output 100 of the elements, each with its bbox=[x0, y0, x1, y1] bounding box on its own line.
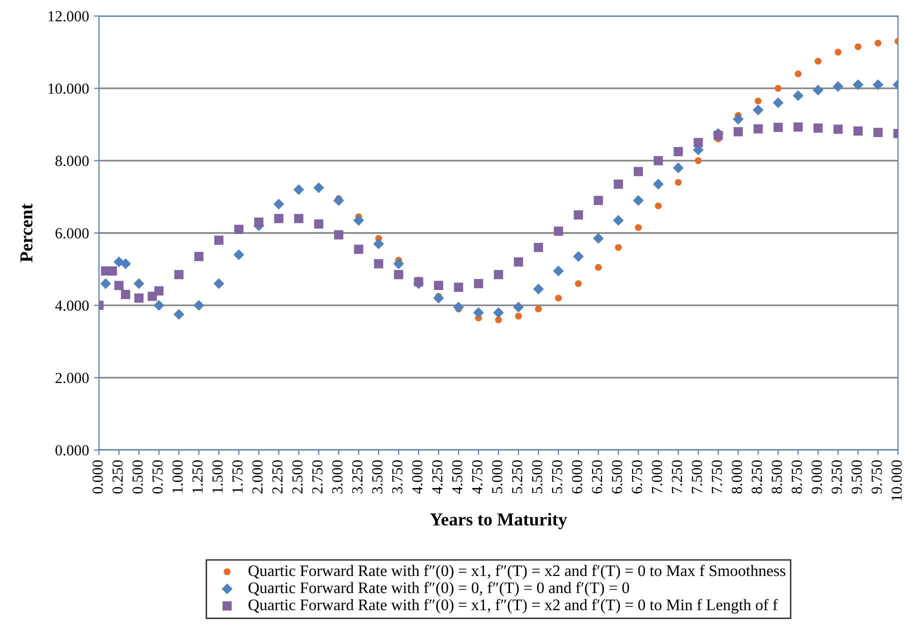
point bbox=[273, 198, 284, 210]
point bbox=[114, 280, 124, 290]
point bbox=[834, 48, 842, 56]
point bbox=[393, 258, 404, 270]
point bbox=[394, 270, 404, 280]
point bbox=[594, 264, 602, 271]
x-tick-label: 8.750 bbox=[792, 460, 802, 494]
point bbox=[833, 124, 843, 134]
point bbox=[414, 277, 424, 286]
x-tick-label: 5.750 bbox=[552, 460, 562, 494]
point bbox=[454, 282, 464, 292]
point bbox=[535, 306, 542, 312]
x-tick-label: 5.500 bbox=[532, 460, 542, 494]
x-tick-label: 5.250 bbox=[512, 460, 522, 494]
x-tick-label: 2.750 bbox=[312, 460, 323, 494]
point bbox=[614, 244, 622, 251]
point bbox=[234, 224, 244, 234]
point bbox=[853, 126, 863, 136]
point bbox=[373, 238, 384, 250]
point bbox=[794, 122, 803, 132]
point bbox=[754, 98, 762, 104]
point bbox=[874, 40, 882, 47]
point bbox=[672, 162, 684, 174]
point bbox=[632, 195, 644, 206]
point bbox=[213, 278, 224, 290]
point bbox=[495, 316, 502, 324]
x-tick-label: 6.250 bbox=[592, 460, 602, 494]
point bbox=[832, 81, 844, 92]
point bbox=[154, 286, 164, 296]
point bbox=[872, 79, 884, 90]
point bbox=[374, 259, 384, 268]
x-tick-label: 6.000 bbox=[572, 460, 582, 494]
x-tick-label: 7.750 bbox=[712, 460, 722, 494]
point bbox=[134, 278, 144, 290]
point bbox=[534, 242, 544, 252]
y-tick-label: 8.000 bbox=[55, 156, 89, 166]
x-tick-label: 1.500 bbox=[212, 460, 223, 493]
point bbox=[575, 280, 582, 288]
point bbox=[752, 104, 764, 116]
point bbox=[852, 79, 864, 90]
point bbox=[293, 184, 304, 195]
point bbox=[214, 236, 224, 245]
x-tick-label: 3.250 bbox=[352, 460, 363, 494]
point bbox=[772, 97, 784, 108]
x-tick-label: 9.750 bbox=[872, 460, 882, 494]
x-tick-label: 0.250 bbox=[112, 460, 123, 494]
point bbox=[794, 70, 802, 78]
x-tick-label: 8.000 bbox=[732, 460, 742, 494]
y-tick-label: 10.000 bbox=[48, 83, 89, 94]
x-tick-label: 1.000 bbox=[172, 460, 183, 493]
x-tick-label: 7.000 bbox=[652, 460, 662, 494]
legend-label: Quartic Forward Rate with f″(0) = 0, f″(T) = 0 and f′(T) = 0 bbox=[248, 582, 630, 596]
point bbox=[453, 302, 464, 313]
point bbox=[333, 195, 344, 206]
x-tick-label: 4.250 bbox=[432, 460, 442, 494]
x-tick-label: 2.000 bbox=[252, 460, 263, 494]
point bbox=[354, 244, 364, 254]
x-tick-label: 9.250 bbox=[832, 460, 842, 494]
point bbox=[573, 251, 584, 262]
x-tick-label: 2.500 bbox=[292, 460, 303, 494]
x-tick-label: 3.500 bbox=[372, 460, 383, 494]
point bbox=[233, 249, 244, 260]
y-tick-label: 2.000 bbox=[56, 372, 89, 384]
point bbox=[694, 157, 702, 164]
y-tick-label: 4.000 bbox=[55, 300, 89, 311]
x-axis-title: Years to Maturity bbox=[430, 512, 568, 530]
point bbox=[433, 292, 444, 304]
x-tick-label: 3.000 bbox=[332, 460, 343, 494]
x-tick-label: 6.750 bbox=[632, 460, 642, 494]
legend-label: Quartic Forward Rate with f″(0) = x1, f″(T) = x2 and f′(T) = 0 to Max f Smoothness bbox=[248, 564, 786, 580]
y-tick-label: 6.000 bbox=[56, 228, 89, 239]
point bbox=[813, 124, 823, 133]
y-tick-label: 0.000 bbox=[55, 445, 89, 456]
point bbox=[154, 300, 164, 311]
point bbox=[814, 58, 822, 65]
point bbox=[474, 279, 484, 288]
point bbox=[732, 114, 744, 124]
x-tick-label: 8.250 bbox=[752, 460, 762, 494]
point bbox=[674, 178, 682, 186]
point bbox=[121, 290, 130, 300]
point bbox=[120, 258, 131, 270]
point bbox=[553, 266, 564, 276]
point bbox=[514, 257, 524, 267]
point bbox=[134, 293, 144, 303]
point bbox=[634, 224, 642, 231]
point bbox=[334, 230, 344, 240]
point bbox=[274, 214, 284, 224]
point bbox=[694, 138, 703, 148]
point bbox=[674, 147, 683, 156]
x-tick-label: 7.250 bbox=[672, 460, 682, 494]
y-axis-title: Percent bbox=[20, 204, 32, 262]
point bbox=[494, 270, 504, 280]
point bbox=[873, 128, 883, 138]
point bbox=[100, 278, 112, 290]
point bbox=[654, 202, 662, 210]
point bbox=[734, 127, 743, 136]
point bbox=[714, 130, 723, 140]
x-tick-label: 1.750 bbox=[232, 460, 243, 493]
x-tick-label: 0.750 bbox=[152, 460, 163, 494]
point bbox=[612, 214, 624, 226]
